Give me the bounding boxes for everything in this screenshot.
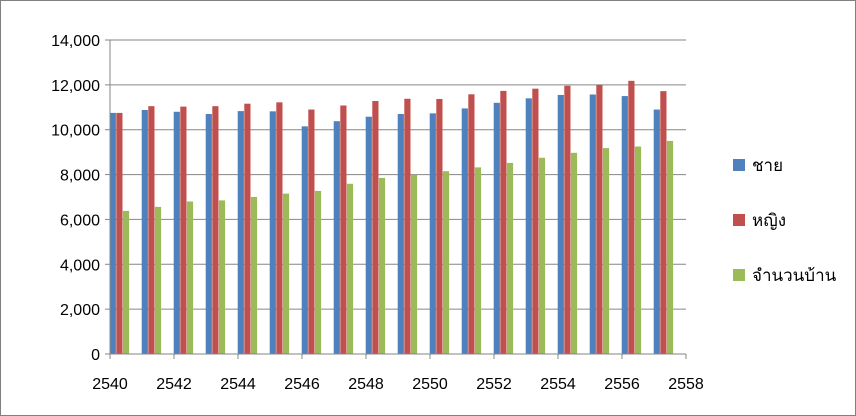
bar-houses-2552	[506, 162, 514, 354]
legend-item-female: หญิง	[733, 210, 853, 231]
legend-item-male: ชาย	[733, 155, 853, 176]
bar-female-2547	[340, 105, 347, 355]
bar-houses-2555	[602, 148, 610, 354]
bar-male-2548	[365, 116, 372, 354]
x-tick-label: 2556	[604, 376, 640, 393]
x-tick-label: 2558	[668, 376, 704, 393]
bar-houses-2545	[282, 193, 290, 354]
legend: ชาย หญิง จำนวนบ้าน	[733, 155, 853, 320]
bar-houses-2543	[218, 200, 226, 354]
bar-female-2549	[404, 98, 411, 355]
bar-female-2555	[596, 84, 603, 354]
legend-label-female: หญิง	[752, 210, 786, 231]
y-tick-label: 2,000	[60, 302, 100, 319]
bar-male-2556	[621, 96, 628, 355]
bar-houses-2557	[666, 140, 674, 354]
bar-male-2541	[141, 109, 148, 354]
legend-swatch-female	[733, 214, 745, 226]
x-tick-label: 2546	[284, 376, 320, 393]
bar-female-2545	[276, 102, 283, 354]
bar-male-2552	[493, 102, 500, 354]
x-tick-label: 2552	[476, 376, 512, 393]
bar-male-2550	[429, 113, 436, 354]
legend-swatch-houses	[733, 269, 745, 281]
legend-swatch-male	[733, 159, 745, 171]
bar-male-2553	[525, 98, 532, 354]
bar-houses-2541	[154, 206, 162, 354]
bar-female-2541	[148, 106, 155, 355]
bar-houses-2553	[538, 157, 546, 354]
bar-houses-2549	[410, 174, 418, 354]
bar-female-2557	[660, 91, 667, 354]
bar-male-2546	[301, 126, 308, 354]
bar-houses-2544	[250, 197, 258, 354]
x-tick-label: 2542	[156, 376, 192, 393]
bar-male-2544	[237, 111, 244, 354]
bar-houses-2550	[442, 171, 450, 354]
bar-female-2540	[116, 112, 123, 355]
bar-female-2552	[500, 90, 507, 355]
x-tick-label: 2548	[348, 376, 384, 393]
bar-male-2551	[461, 108, 468, 355]
bar-female-2556	[628, 80, 635, 354]
bar-male-2543	[205, 114, 212, 354]
bar-male-2540	[109, 112, 116, 355]
legend-label-male: ชาย	[752, 155, 784, 176]
bar-female-2544	[244, 103, 251, 354]
x-tick-label: 2554	[540, 376, 576, 393]
bar-male-2557	[653, 109, 660, 355]
bar-female-2543	[212, 106, 219, 355]
y-tick-label: 8,000	[60, 168, 100, 185]
bar-female-2553	[532, 88, 539, 355]
bar-male-2555	[589, 94, 596, 354]
bar-female-2550	[436, 98, 443, 354]
y-tick-label: 0	[91, 347, 100, 364]
y-tick-label: 6,000	[60, 212, 100, 229]
x-tick-label: 2540	[92, 376, 128, 393]
bar-houses-2554	[570, 152, 578, 354]
y-tick-label: 10,000	[51, 123, 100, 140]
bar-houses-2556	[634, 146, 642, 354]
y-tick-label: 12,000	[51, 78, 100, 95]
bar-female-2551	[468, 94, 475, 354]
bar-female-2546	[308, 109, 315, 355]
legend-item-houses: จำนวนบ้าน	[733, 265, 853, 286]
bar-female-2554	[564, 85, 571, 355]
bar-houses-2540	[122, 210, 130, 354]
bar-female-2548	[372, 101, 379, 355]
x-tick-label: 2544	[220, 376, 256, 393]
bar-male-2547	[333, 121, 340, 354]
bar-houses-2547	[346, 183, 354, 354]
y-tick-label: 14,000	[51, 33, 100, 50]
bar-male-2549	[397, 114, 404, 354]
x-tick-label: 2550	[412, 376, 448, 393]
bar-male-2554	[557, 94, 564, 354]
bar-male-2545	[269, 111, 276, 354]
legend-label-houses: จำนวนบ้าน	[752, 265, 837, 286]
y-tick-label: 4,000	[60, 257, 100, 274]
bar-male-2542	[173, 111, 180, 355]
bar-houses-2548	[378, 177, 386, 354]
bar-houses-2551	[474, 167, 482, 354]
bar-houses-2546	[314, 190, 322, 354]
bar-houses-2542	[186, 201, 194, 354]
bar-female-2542	[180, 106, 187, 354]
